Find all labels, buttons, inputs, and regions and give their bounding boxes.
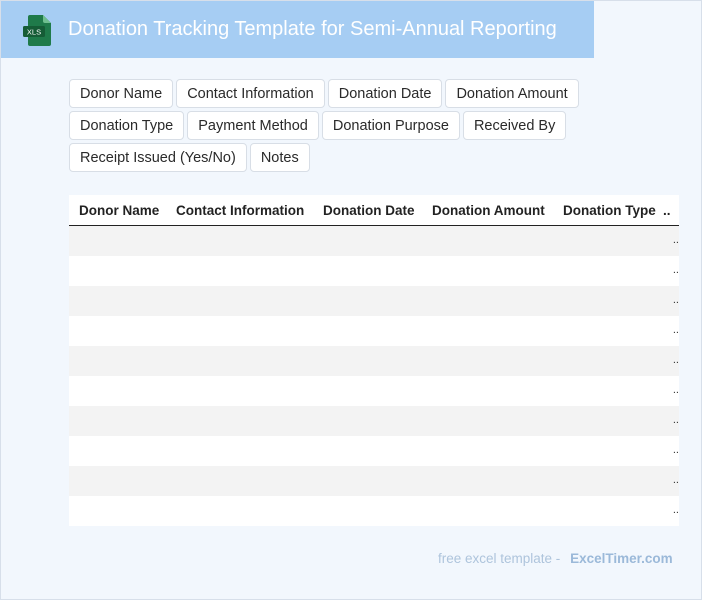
- row-overflow-marker: ..: [672, 384, 679, 396]
- field-chip-notes: Notes: [249, 143, 310, 172]
- row-overflow-marker: ..: [672, 234, 679, 246]
- xls-label: XLS: [27, 28, 41, 37]
- table-row: ..: [69, 316, 679, 346]
- footer-text: free excel template -: [438, 551, 561, 566]
- table-row: ..: [69, 466, 679, 496]
- table-header-row: Donor Name Contact Information Donation …: [69, 195, 679, 226]
- table-body: .. .. .. .. .. .. .. .. .. ..: [69, 226, 679, 526]
- field-chip-donation-date: Donation Date: [327, 79, 443, 108]
- footer-brand-link[interactable]: ExcelTimer.com: [570, 551, 673, 566]
- table-row: ..: [69, 406, 679, 436]
- column-header-donation-amount: Donation Amount: [432, 202, 545, 218]
- field-chip-donation-amount: Donation Amount: [445, 79, 579, 108]
- preview-table: Donor Name Contact Information Donation …: [69, 195, 679, 526]
- row-overflow-marker: ..: [672, 504, 679, 516]
- excel-file-icon: XLS: [23, 15, 51, 46]
- field-chip-contact-information: Contact Information: [176, 79, 325, 108]
- row-overflow-marker: ..: [672, 264, 679, 276]
- field-chip-donor-name: Donor Name: [69, 79, 174, 108]
- row-overflow-marker: ..: [672, 294, 679, 306]
- row-overflow-marker: ..: [672, 414, 679, 426]
- field-chips: Donor Name Contact Information Donation …: [69, 79, 609, 172]
- row-overflow-marker: ..: [672, 444, 679, 456]
- field-chip-received-by: Received By: [462, 111, 567, 140]
- row-overflow-marker: ..: [672, 324, 679, 336]
- table-row: ..: [69, 226, 679, 256]
- footer-credit: free excel template - ExcelTimer.com: [438, 551, 673, 566]
- table-row: ..: [69, 286, 679, 316]
- field-chip-payment-method: Payment Method: [187, 111, 319, 140]
- table-row: ..: [69, 436, 679, 466]
- column-header-contact-information: Contact Information: [176, 202, 305, 218]
- row-overflow-marker: ..: [672, 474, 679, 486]
- column-header-donation-date: Donation Date: [323, 202, 415, 218]
- field-chip-donation-type: Donation Type: [69, 111, 185, 140]
- title-banner: XLS Donation Tracking Template for Semi-…: [1, 1, 594, 58]
- column-header-donor-name: Donor Name: [79, 202, 160, 218]
- table-row: ..: [69, 376, 679, 406]
- table-row: ..: [69, 346, 679, 376]
- column-header-donation-type: Donation Type: [563, 202, 656, 218]
- field-chip-donation-purpose: Donation Purpose: [321, 111, 460, 140]
- column-header-more: ..: [663, 202, 671, 218]
- field-chip-receipt-issued: Receipt Issued (Yes/No): [69, 143, 247, 172]
- table-row: ..: [69, 496, 679, 526]
- row-overflow-marker: ..: [672, 354, 679, 366]
- page-title: Donation Tracking Template for Semi-Annu…: [68, 18, 557, 40]
- table-row: ..: [69, 256, 679, 286]
